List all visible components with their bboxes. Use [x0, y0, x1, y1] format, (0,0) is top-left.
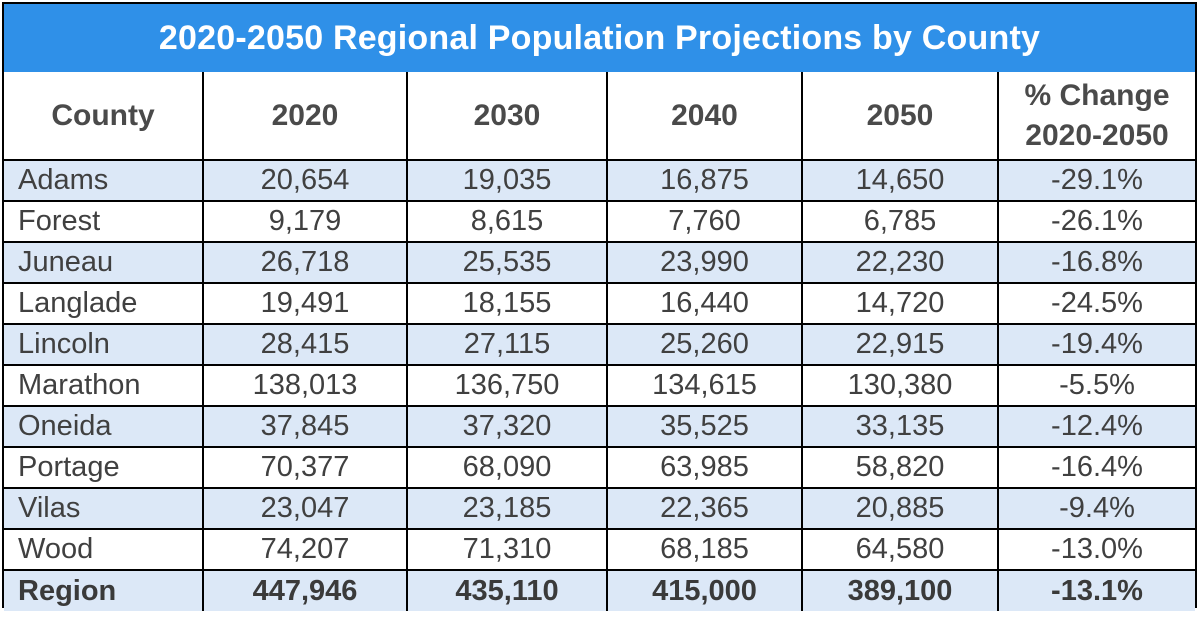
column-header-y2040: 2040 [606, 72, 803, 161]
cell-y2020: 26,718 [202, 241, 408, 284]
table-row: Vilas 23,047 23,185 22,365 20,885 -9.4% [4, 487, 1195, 530]
cell-pct-change: -9.4% [997, 487, 1195, 530]
population-table-frame: 2020-2050 Regional Population Projection… [2, 2, 1197, 611]
cell-y2050: 64,580 [801, 528, 999, 571]
column-header-line: 2020 [271, 98, 339, 132]
cell-y2050: 22,915 [801, 323, 999, 366]
cell-county: Lincoln [4, 323, 204, 366]
cell-y2040: 16,440 [606, 282, 803, 325]
cell-y2020: 70,377 [202, 446, 408, 489]
cell-y2030: 71,310 [406, 528, 608, 571]
cell-y2030: 23,185 [406, 487, 608, 530]
table-row: Lincoln 28,415 27,115 25,260 22,915 -19.4% [4, 323, 1195, 366]
cell-pct-change: -16.4% [997, 446, 1195, 489]
cell-county: Oneida [4, 405, 204, 448]
table-row: Marathon 138,013 136,750 134,615 130,380 -5.5… [4, 364, 1195, 407]
cell-county: Forest [4, 200, 204, 243]
column-header-y2050: 2050 [801, 72, 999, 161]
header-row: County 2020 2030 2040 2050 % Change 2020-2050 [4, 72, 1195, 161]
cell-pct-change: -26.1% [997, 200, 1195, 243]
column-header-line: 2050 [866, 98, 934, 132]
total-cell-y2050: 389,100 [801, 569, 999, 611]
cell-y2050: 33,135 [801, 405, 999, 448]
cell-y2040: 134,615 [606, 364, 803, 407]
total-cell-y2020: 447,946 [202, 569, 408, 611]
column-header-line: 2030 [473, 98, 541, 132]
table-row: Langlade 19,491 18,155 16,440 14,720 -24.5% [4, 282, 1195, 325]
cell-y2030: 136,750 [406, 364, 608, 407]
cell-y2040: 7,760 [606, 200, 803, 243]
cell-pct-change: -12.4% [997, 405, 1195, 448]
table-row: Forest 9,179 8,615 7,760 6,785 -26.1% [4, 200, 1195, 243]
cell-y2030: 25,535 [406, 241, 608, 284]
cell-pct-change: -5.5% [997, 364, 1195, 407]
column-header-line: % Change [1024, 78, 1170, 112]
total-cell-y2040: 415,000 [606, 569, 803, 611]
cell-y2050: 130,380 [801, 364, 999, 407]
cell-y2040: 22,365 [606, 487, 803, 530]
total-cell-county: Region [4, 569, 204, 611]
table-row: Portage 70,377 68,090 63,985 58,820 -16.4% [4, 446, 1195, 489]
cell-y2030: 8,615 [406, 200, 608, 243]
cell-y2030: 27,115 [406, 323, 608, 366]
cell-y2040: 35,525 [606, 405, 803, 448]
cell-county: Juneau [4, 241, 204, 284]
cell-pct-change: -29.1% [997, 159, 1195, 202]
table-body: Adams 20,654 19,035 16,875 14,650 -29.1% Fores… [4, 159, 1195, 611]
cell-y2020: 9,179 [202, 200, 408, 243]
cell-y2020: 74,207 [202, 528, 408, 571]
table-row: Wood 74,207 71,310 68,185 64,580 -13.0% [4, 528, 1195, 571]
column-header-y2030: 2030 [406, 72, 608, 161]
cell-y2030: 68,090 [406, 446, 608, 489]
column-header-y2020: 2020 [202, 72, 408, 161]
cell-y2050: 22,230 [801, 241, 999, 284]
cell-y2040: 16,875 [606, 159, 803, 202]
total-cell-pct-change: -13.1% [997, 569, 1195, 611]
cell-y2020: 28,415 [202, 323, 408, 366]
table-row: Oneida 37,845 37,320 35,525 33,135 -12.4% [4, 405, 1195, 448]
cell-county: Vilas [4, 487, 204, 530]
cell-pct-change: -24.5% [997, 282, 1195, 325]
cell-y2020: 20,654 [202, 159, 408, 202]
table-row: Juneau 26,718 25,535 23,990 22,230 -16.8% [4, 241, 1195, 284]
table-title: 2020-2050 Regional Population Projection… [4, 4, 1195, 72]
cell-y2040: 23,990 [606, 241, 803, 284]
cell-pct-change: -16.8% [997, 241, 1195, 284]
column-header-county: County [4, 72, 204, 161]
column-header-line: 2020-2050 [1025, 118, 1169, 152]
cell-y2050: 14,650 [801, 159, 999, 202]
cell-pct-change: -13.0% [997, 528, 1195, 571]
cell-y2040: 25,260 [606, 323, 803, 366]
table-row: Adams 20,654 19,035 16,875 14,650 -29.1% [4, 159, 1195, 202]
cell-y2020: 37,845 [202, 405, 408, 448]
column-header-line: 2040 [671, 98, 738, 132]
population-projections-table: County 2020 2030 2040 2050% Change 2020-2050 … [4, 72, 1195, 611]
cell-county: Adams [4, 159, 204, 202]
total-cell-y2030: 435,110 [406, 569, 608, 611]
cell-y2040: 68,185 [606, 528, 803, 571]
cell-pct-change: -19.4% [997, 323, 1195, 366]
cell-y2050: 20,885 [801, 487, 999, 530]
cell-y2030: 19,035 [406, 159, 608, 202]
cell-y2030: 37,320 [406, 405, 608, 448]
cell-county: Wood [4, 528, 204, 571]
cell-county: Portage [4, 446, 204, 489]
cell-county: Langlade [4, 282, 204, 325]
cell-y2020: 23,047 [202, 487, 408, 530]
column-header-pct-change: % Change 2020-2050 [997, 72, 1195, 161]
cell-y2020: 19,491 [202, 282, 408, 325]
cell-y2050: 6,785 [801, 200, 999, 243]
total-row: Region 447,946 435,110 415,000 389,100 -13.1% [4, 569, 1195, 611]
cell-y2050: 58,820 [801, 446, 999, 489]
cell-y2020: 138,013 [202, 364, 408, 407]
column-header-line: County [51, 98, 155, 132]
cell-y2040: 63,985 [606, 446, 803, 489]
cell-county: Marathon [4, 364, 204, 407]
cell-y2030: 18,155 [406, 282, 608, 325]
cell-y2050: 14,720 [801, 282, 999, 325]
